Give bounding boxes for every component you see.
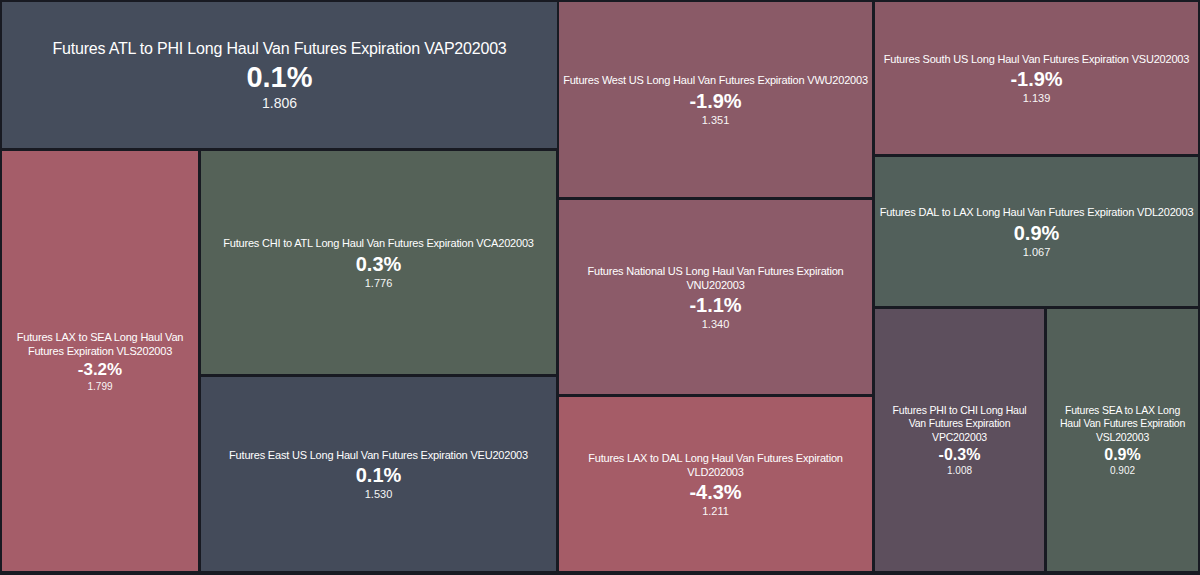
treemap-tile-vap202003[interactable]: Futures ATL to PHI Long Haul Van Futures… bbox=[2, 2, 557, 148]
treemap-tile-vnu202003[interactable]: Futures National US Long Haul Van Future… bbox=[559, 200, 872, 394]
tile-price-value: 1.211 bbox=[702, 505, 729, 517]
tile-percent-change: -1.9% bbox=[689, 90, 741, 113]
tile-price-value: 1.799 bbox=[87, 381, 112, 392]
tile-title: Futures ATL to PHI Long Haul Van Futures… bbox=[52, 39, 506, 60]
tile-title: Futures PHI to CHI Long Haul Van Futures… bbox=[883, 404, 1036, 445]
tile-price-value: 1.776 bbox=[365, 277, 393, 289]
treemap-tile-vsu202003[interactable]: Futures South US Long Haul Van Futures E… bbox=[875, 2, 1198, 154]
tile-price-value: 1.139 bbox=[1023, 92, 1051, 104]
tile-price-value: 1.530 bbox=[365, 488, 393, 500]
tile-price-value: 0.902 bbox=[1110, 465, 1135, 476]
tile-title: Futures CHI to ATL Long Haul Van Futures… bbox=[223, 236, 533, 250]
tile-price-value: 1.340 bbox=[702, 318, 730, 330]
tile-title: Futures South US Long Haul Van Futures E… bbox=[884, 52, 1189, 66]
treemap-tile-vls202003[interactable]: Futures LAX to SEA Long Haul Van Futures… bbox=[2, 151, 198, 571]
treemap-tile-vca202003[interactable]: Futures CHI to ATL Long Haul Van Futures… bbox=[201, 151, 556, 374]
tile-percent-change: -1.9% bbox=[1010, 68, 1062, 91]
treemap-tile-vsl202003[interactable]: Futures SEA to LAX Long Haul Van Futures… bbox=[1047, 309, 1198, 571]
treemap-chart: Futures ATL to PHI Long Haul Van Futures… bbox=[0, 0, 1200, 575]
tile-title: Futures LAX to SEA Long Haul Van Futures… bbox=[14, 330, 186, 359]
tile-title: Futures DAL to LAX Long Haul Van Futures… bbox=[880, 205, 1194, 219]
treemap-tile-vpc202003[interactable]: Futures PHI to CHI Long Haul Van Futures… bbox=[875, 309, 1044, 571]
tile-price-value: 1.806 bbox=[262, 95, 297, 111]
tile-price-value: 1.351 bbox=[702, 114, 730, 126]
tile-percent-change: 0.9% bbox=[1014, 222, 1060, 245]
treemap-tile-vdl202003[interactable]: Futures DAL to LAX Long Haul Van Futures… bbox=[875, 157, 1198, 306]
tile-title: Futures SEA to LAX Long Haul Van Futures… bbox=[1055, 404, 1190, 445]
treemap-tile-veu202003[interactable]: Futures East US Long Haul Van Futures Ex… bbox=[201, 377, 556, 571]
treemap-tile-vwu202003[interactable]: Futures West US Long Haul Van Futures Ex… bbox=[559, 2, 872, 197]
tile-title: Futures East US Long Haul Van Futures Ex… bbox=[229, 448, 528, 462]
tile-title: Futures West US Long Haul Van Futures Ex… bbox=[563, 73, 868, 87]
tile-title: Futures LAX to DAL Long Haul Van Futures… bbox=[563, 451, 868, 480]
tile-title: Futures National US Long Haul Van Future… bbox=[563, 264, 868, 293]
tile-percent-change: -3.2% bbox=[78, 360, 122, 380]
treemap-tile-vld202003[interactable]: Futures LAX to DAL Long Haul Van Futures… bbox=[559, 397, 872, 571]
tile-price-value: 1.008 bbox=[947, 465, 972, 476]
tile-price-value: 1.067 bbox=[1023, 246, 1051, 258]
tile-percent-change: -4.3% bbox=[689, 481, 741, 504]
tile-percent-change: 0.3% bbox=[356, 253, 402, 276]
tile-percent-change: 0.9% bbox=[1104, 446, 1140, 464]
tile-percent-change: 0.1% bbox=[356, 464, 402, 487]
tile-percent-change: 0.1% bbox=[246, 61, 312, 94]
tile-percent-change: -1.1% bbox=[689, 294, 741, 317]
tile-percent-change: -0.3% bbox=[939, 446, 981, 464]
